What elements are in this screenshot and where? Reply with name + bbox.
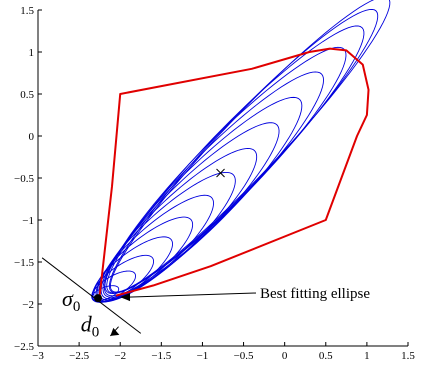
x-tick-label: 1 bbox=[364, 350, 370, 362]
x-tick-label: −3 bbox=[32, 350, 44, 362]
ellipse-curve bbox=[91, 254, 155, 303]
sigma-label: σ0 bbox=[62, 286, 80, 315]
sigma-main: σ bbox=[62, 286, 74, 311]
d-subscript: 0 bbox=[92, 325, 100, 341]
ellipse-curve bbox=[100, 122, 280, 300]
y-axis: 1.5 1 0.5 0 −0.5 −1 −1.5 −2 −2.5 bbox=[14, 5, 42, 353]
ellipse-curve bbox=[109, 0, 391, 293]
ellipse-curve bbox=[92, 236, 173, 303]
plot-area bbox=[41, 0, 391, 337]
ellipse-curve bbox=[104, 46, 347, 295]
x-tick-label: −2.5 bbox=[69, 350, 89, 362]
y-tick-label: −2 bbox=[22, 299, 34, 311]
x-tick-label: −1 bbox=[197, 350, 209, 362]
sigma-subscript: 0 bbox=[73, 299, 81, 315]
y-tick-label: −2.5 bbox=[14, 341, 34, 353]
x-tick-label: −0.5 bbox=[234, 350, 254, 362]
boundary-curve bbox=[98, 47, 370, 297]
tangent-line bbox=[41, 257, 142, 334]
x-tick-label: −2 bbox=[114, 350, 126, 362]
x-tick-label: 0.5 bbox=[319, 350, 333, 362]
ellipse-curve bbox=[108, 8, 379, 294]
y-tick-label: −1.5 bbox=[14, 257, 34, 269]
ellipse-curve bbox=[103, 71, 324, 297]
y-tick-label: 0.5 bbox=[20, 89, 34, 101]
y-tick-label: 0 bbox=[29, 131, 35, 143]
y-tick-label: 1.5 bbox=[20, 5, 34, 17]
d-label: d0 bbox=[81, 312, 100, 341]
ellipse-curve bbox=[106, 25, 365, 294]
d-main: d bbox=[81, 312, 93, 337]
x-tick-label: −1.5 bbox=[151, 350, 171, 362]
best-fit-label: Best fitting ellipse bbox=[260, 286, 370, 302]
center-marker bbox=[216, 168, 225, 178]
y-tick-label: 1 bbox=[29, 47, 35, 59]
y-tick-label: −1 bbox=[22, 215, 34, 227]
x-axis: −3 −2.5 −2 −1.5 −1 −0.5 0 0.5 1 1.5 bbox=[32, 342, 415, 362]
best-fit-arrowhead bbox=[120, 293, 131, 302]
y-tick-label: −0.5 bbox=[14, 173, 34, 185]
x-tick-label: 0 bbox=[282, 350, 288, 362]
ellipse-curve bbox=[102, 96, 303, 298]
best-fit-arrow bbox=[128, 292, 257, 298]
annotations: σ0 d0 Best fitting ellipse bbox=[62, 286, 370, 341]
anchor-point bbox=[94, 294, 103, 303]
d0-arrowhead bbox=[110, 327, 120, 336]
x-tick-label: 1.5 bbox=[401, 350, 415, 362]
